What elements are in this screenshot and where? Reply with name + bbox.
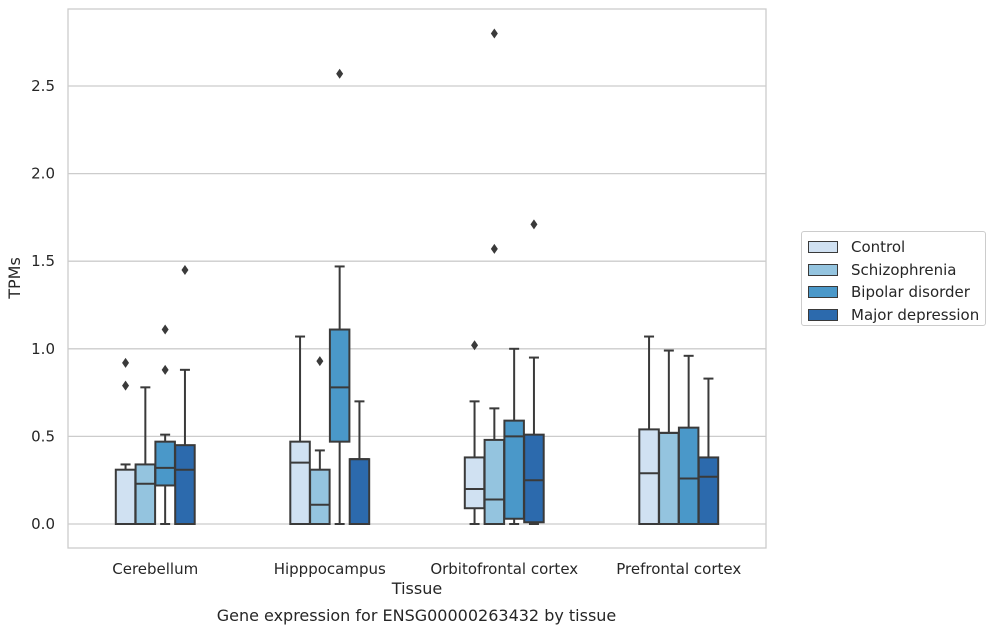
box-bipolar-disorder bbox=[154, 324, 176, 525]
box-schizophrenia bbox=[134, 386, 157, 526]
legend-item: Control bbox=[808, 236, 985, 259]
outlier-point bbox=[122, 357, 130, 368]
box-bipolar-disorder bbox=[677, 354, 700, 526]
box-body bbox=[503, 419, 525, 520]
y-tick-label: 0.5 bbox=[31, 427, 55, 445]
legend-item: Major depression bbox=[808, 304, 985, 327]
x-axis-label: Tissue bbox=[391, 579, 442, 598]
box-control bbox=[638, 335, 660, 525]
outlier-point bbox=[336, 68, 344, 79]
legend-swatch bbox=[808, 263, 838, 276]
box-body bbox=[114, 468, 137, 525]
box-body bbox=[677, 426, 700, 526]
box-body bbox=[328, 328, 351, 443]
box-body bbox=[154, 440, 176, 487]
legend-label: Control bbox=[851, 238, 906, 257]
legend-swatch bbox=[808, 241, 838, 254]
box-body bbox=[523, 433, 545, 524]
legend-swatch bbox=[808, 286, 838, 299]
outlier-point bbox=[490, 243, 498, 254]
box-major-depression bbox=[348, 400, 371, 525]
plot-area-frame bbox=[67, 8, 767, 549]
box-control bbox=[463, 340, 486, 525]
x-tick-label: Orbitofrontal cortex bbox=[430, 560, 578, 578]
legend-item: Schizophrenia bbox=[808, 259, 985, 282]
box-body bbox=[174, 444, 196, 525]
box-body bbox=[134, 463, 157, 526]
box-control bbox=[114, 357, 137, 525]
y-tick-label: 0.0 bbox=[31, 515, 55, 533]
x-tick-labels: Cerebellum Hipppocampus Orbitofrontal cort… bbox=[112, 560, 741, 578]
y-tick-label: 2.0 bbox=[31, 165, 55, 183]
legend-swatch bbox=[808, 308, 838, 321]
box-control bbox=[289, 335, 311, 526]
x-tick-label: Hipppocampus bbox=[274, 560, 386, 578]
y-tick-label: 1.5 bbox=[31, 252, 55, 270]
box-bipolar-disorder bbox=[503, 347, 525, 525]
box-body bbox=[658, 431, 680, 525]
outlier-point bbox=[122, 380, 130, 391]
outlier-point bbox=[161, 364, 169, 375]
box-body bbox=[309, 468, 331, 525]
x-tick-label: Prefrontal cortex bbox=[616, 560, 741, 578]
y-axis-label: TPMs bbox=[5, 257, 24, 300]
boxes bbox=[114, 28, 720, 526]
outlier-point bbox=[316, 356, 324, 367]
box-body bbox=[463, 456, 486, 510]
legend: Control Schizophrenia Bipolar disorder Majo… bbox=[801, 231, 986, 326]
box-major-depression bbox=[523, 219, 545, 525]
box-body bbox=[697, 456, 720, 526]
x-tick-label: Cerebellum bbox=[112, 560, 198, 578]
box-bipolar-disorder bbox=[328, 68, 351, 525]
box-body bbox=[348, 458, 371, 525]
y-tick-label: 2.5 bbox=[31, 77, 55, 95]
y-tick-labels: 0.0 0.5 1.0 1.5 2.0 2.5 bbox=[31, 77, 55, 533]
outlier-point bbox=[471, 340, 479, 351]
legend-label: Bipolar disorder bbox=[851, 283, 970, 302]
y-tick-label: 1.0 bbox=[31, 340, 55, 358]
figure-caption: Gene expression for ENSG00000263432 by t… bbox=[216, 606, 617, 625]
legend-label: Major depression bbox=[851, 305, 980, 324]
box-schizophrenia bbox=[658, 349, 680, 525]
legend-label: Schizophrenia bbox=[851, 260, 957, 279]
outlier-point bbox=[181, 264, 189, 275]
legend-item: Bipolar disorder bbox=[808, 281, 985, 304]
box-body bbox=[483, 438, 506, 525]
outlier-point bbox=[161, 324, 169, 335]
box-schizophrenia bbox=[483, 28, 506, 525]
box-major-depression bbox=[697, 377, 720, 526]
box-body bbox=[638, 428, 660, 525]
outlier-point bbox=[530, 219, 538, 230]
box-major-depression bbox=[174, 264, 196, 525]
box-body bbox=[289, 440, 311, 526]
outlier-point bbox=[490, 28, 498, 39]
box-schizophrenia bbox=[309, 356, 331, 525]
